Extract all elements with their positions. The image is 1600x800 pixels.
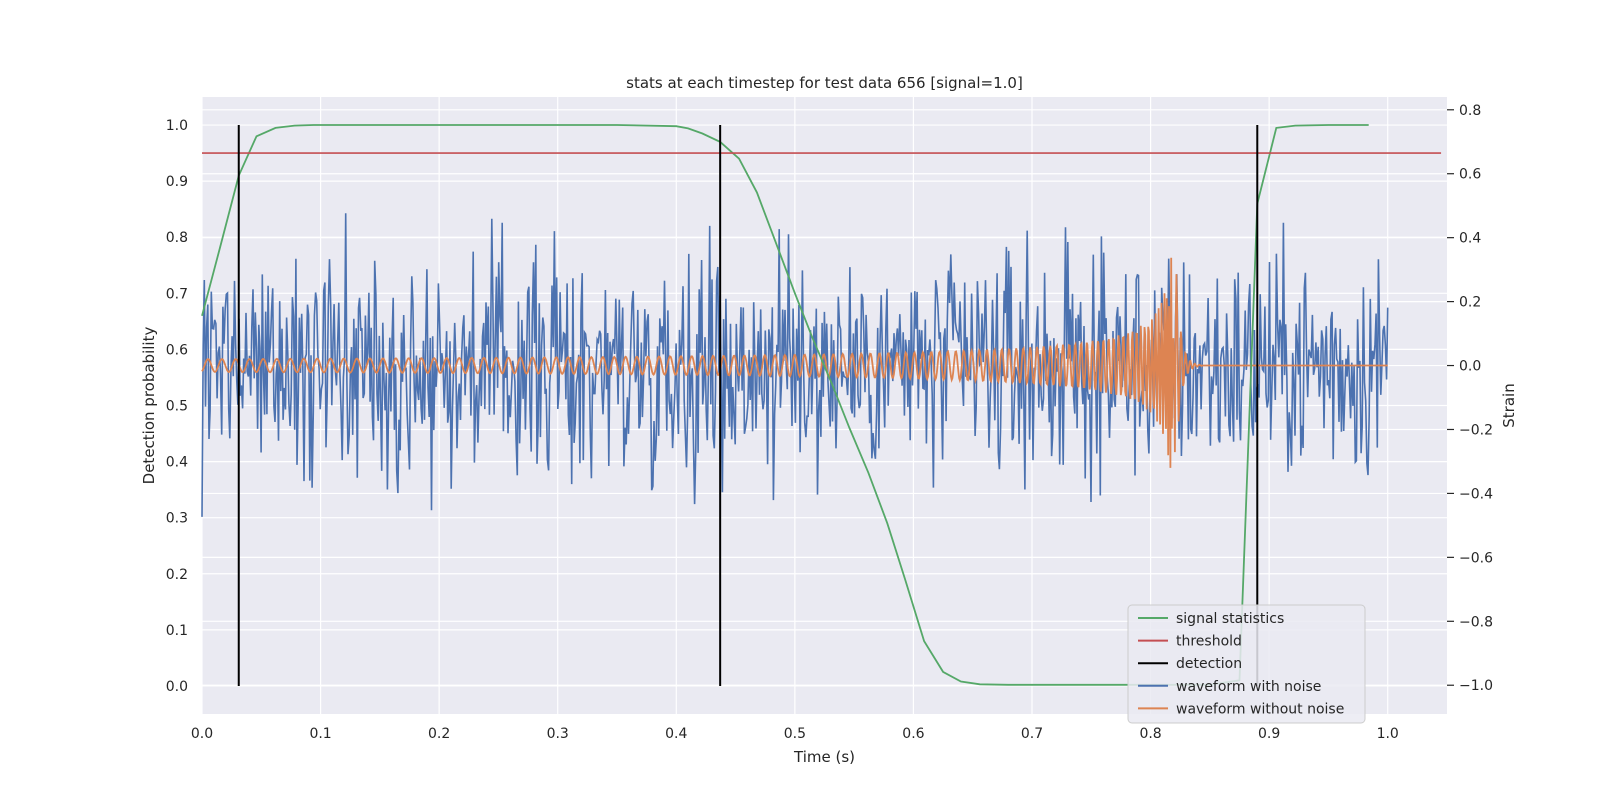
x-tick-label: 0.3 [547, 726, 569, 742]
legend: signal statistics threshold detection wavef… [1127, 604, 1366, 724]
y2-tick-label: 0.0 [1459, 359, 1481, 375]
x-tick-label: 0.9 [1258, 726, 1280, 742]
legend-label: signal statistics [1176, 611, 1284, 627]
y-tick-label: 0.4 [166, 455, 188, 471]
legend-label: waveform with noise [1176, 679, 1321, 695]
x-tick-label: 1.0 [1377, 726, 1399, 742]
y2-tick-label: −0.8 [1459, 614, 1493, 630]
y2-tick-label: 0.8 [1459, 103, 1481, 119]
y-tick-label: 0.8 [166, 230, 188, 246]
x-tick-label: 0.1 [309, 726, 331, 742]
y-tick-label: 0.5 [166, 399, 188, 415]
y-tick-label: 0.1 [166, 623, 188, 639]
y-tick-label: 0.2 [166, 567, 188, 583]
y2-tick-label: −1.0 [1459, 678, 1493, 694]
y-tick-label: 0.0 [166, 679, 188, 695]
y2-axis-label: Strain [1500, 383, 1518, 427]
y-tick-label: 0.7 [166, 286, 188, 302]
y-tick-label: 0.9 [166, 174, 188, 190]
legend-label: waveform without noise [1176, 701, 1344, 717]
x-tick-label: 0.4 [665, 726, 687, 742]
x-tick-label: 0.8 [1139, 726, 1161, 742]
x-tick-label: 0.2 [428, 726, 450, 742]
y2-tick-label: −0.2 [1459, 422, 1493, 438]
x-axis-label: Time (s) [793, 748, 855, 766]
x-tick-label: 0.6 [902, 726, 924, 742]
y2-tick-label: −0.6 [1459, 550, 1493, 566]
axes: 0.0 0.1 0.2 0.3 0.4 0.5 0.6 0.7 0.8 0.9 1.0 0.0 0.1 0… [166, 103, 1493, 742]
legend-label: detection [1176, 656, 1242, 672]
x-tick-label: 0.5 [784, 726, 806, 742]
series-waveform-with-noise [201, 213, 1389, 517]
x-tick-label: 0.7 [1021, 726, 1043, 742]
y-tick-label: 0.6 [166, 342, 188, 358]
y2-tick-label: −0.4 [1459, 486, 1493, 502]
legend-label: threshold [1176, 634, 1242, 650]
y-tick-label: 0.3 [166, 511, 188, 527]
legend-box [1127, 604, 1366, 724]
y2-tick-label: 0.6 [1459, 167, 1481, 183]
x-tick-label: 0.0 [191, 726, 213, 742]
chart-title: stats at each timestep for test data 656… [626, 74, 1023, 92]
y2-tick-label: 0.4 [1459, 231, 1481, 247]
series-waveform-without-noise [201, 257, 1388, 468]
y-tick-label: 1.0 [166, 118, 188, 134]
grid [201, 97, 1447, 714]
y2-tick-label: 0.2 [1459, 295, 1481, 311]
y-axis-label: Detection probability [140, 327, 158, 485]
